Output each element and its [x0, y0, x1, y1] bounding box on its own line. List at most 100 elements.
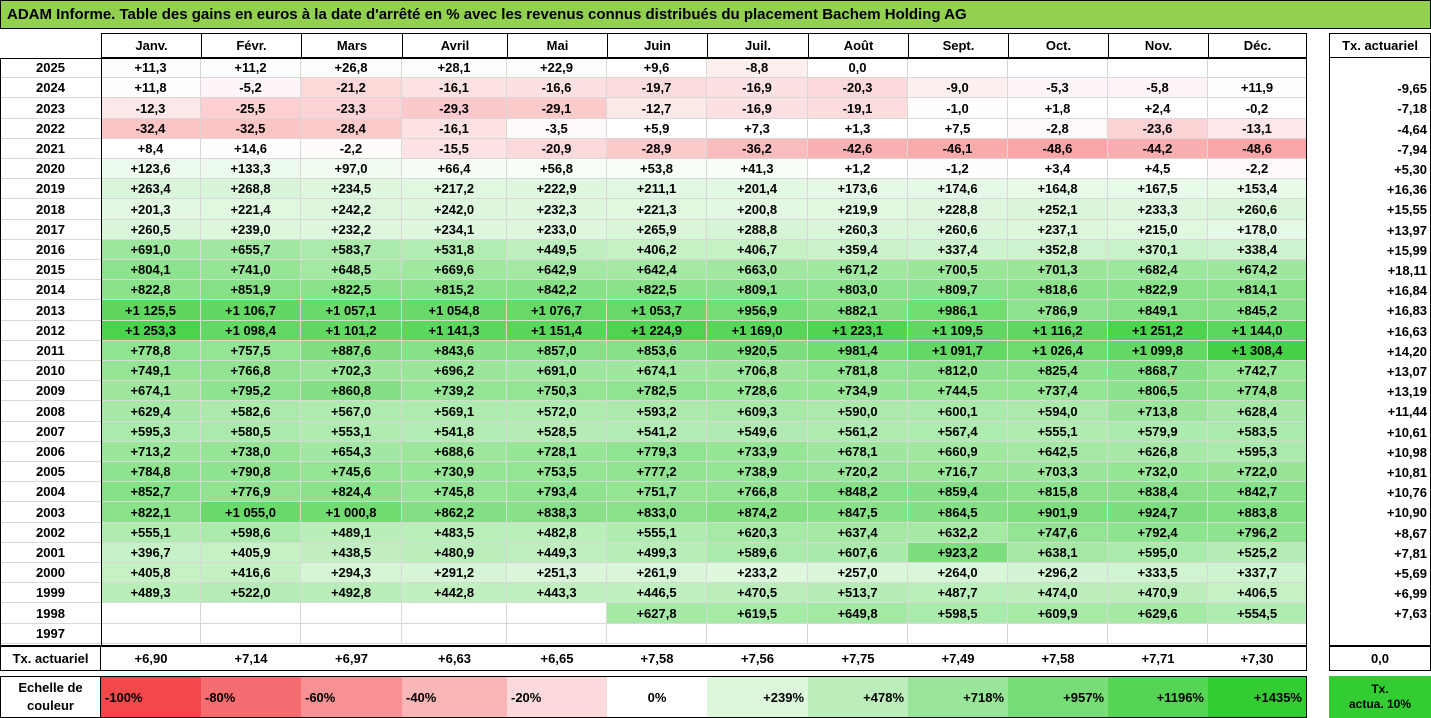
heatmap-cell: -15,5 — [402, 139, 507, 159]
month-header: Janv. — [101, 33, 201, 58]
heatmap-cell: +7,3 — [707, 119, 808, 139]
heatmap-cell: +1 053,7 — [607, 300, 707, 321]
heatmap-cell: +812,0 — [908, 361, 1008, 381]
heatmap-cell: -16,6 — [507, 78, 607, 98]
heatmap-cell: +792,4 — [1108, 523, 1208, 543]
heatmap-cell: +260,6 — [1208, 199, 1307, 220]
legend-swatch: 0% — [607, 676, 707, 718]
heatmap-cell: +260,5 — [101, 220, 201, 240]
heatmap-cell: +242,0 — [402, 199, 507, 220]
heatmap-cell — [101, 624, 201, 644]
heatmap-cell: +815,8 — [1008, 482, 1108, 502]
heatmap-cell: +818,6 — [1008, 280, 1108, 300]
heatmap-cell: +232,3 — [507, 199, 607, 220]
tx-value: +10,76 — [1386, 484, 1427, 500]
heatmap-cell: +638,1 — [1008, 543, 1108, 563]
heatmap-cell: -8,8 — [707, 58, 808, 78]
tx-value: +5,69 — [1394, 565, 1427, 581]
heatmap-cell: +728,6 — [707, 381, 808, 401]
heatmap-cell: +738,0 — [201, 442, 301, 462]
heatmap-cell: +242,2 — [301, 199, 402, 220]
tx-value: +5,30 — [1394, 161, 1427, 177]
heatmap-cell: +674,1 — [607, 361, 707, 381]
heatmap-cell: +370,1 — [1108, 240, 1208, 260]
heatmap-cell: +753,5 — [507, 462, 607, 482]
heatmap-cell: +784,8 — [101, 462, 201, 482]
heatmap-cell: +338,4 — [1208, 240, 1307, 260]
heatmap-cell — [1008, 58, 1108, 78]
heatmap-cell: +842,2 — [507, 280, 607, 300]
heatmap-cell: -12,7 — [607, 98, 707, 119]
heatmap-cell: +22,9 — [507, 58, 607, 78]
heatmap-cell: +862,2 — [402, 502, 507, 523]
heatmap-cell: +851,9 — [201, 280, 301, 300]
heatmap-cell: +1 098,4 — [201, 321, 301, 341]
heatmap-cell: -20,9 — [507, 139, 607, 159]
table-title: ADAM Informe. Table des gains en euros à… — [0, 0, 1431, 29]
heatmap-cell: +237,1 — [1008, 220, 1108, 240]
heatmap-cell — [101, 603, 201, 624]
heatmap-cell: -29,3 — [402, 98, 507, 119]
heatmap-cell: +9,6 — [607, 58, 707, 78]
heatmap-cell: +642,5 — [1008, 442, 1108, 462]
heatmap-cell: +874,2 — [707, 502, 808, 523]
heatmap-cell: +696,2 — [402, 361, 507, 381]
heatmap-cell: +449,3 — [507, 543, 607, 563]
heatmap-cell: +741,0 — [201, 260, 301, 280]
heatmap-cell: +720,2 — [808, 462, 908, 482]
heatmap-cell: +848,2 — [808, 482, 908, 502]
heatmap-cell: +1 224,9 — [607, 321, 707, 341]
heatmap-cell: -0,2 — [1208, 98, 1307, 119]
heatmap-cell: +233,3 — [1108, 199, 1208, 220]
heatmap-cell: +219,9 — [808, 199, 908, 220]
heatmap-cell: +11,2 — [201, 58, 301, 78]
legend-tx-line2: actua. 10% — [1348, 697, 1412, 711]
heatmap-cell: +288,8 — [707, 220, 808, 240]
heatmap-cell: +438,5 — [301, 543, 402, 563]
heatmap-cell: +333,5 — [1108, 563, 1208, 583]
heatmap-cell: +701,3 — [1008, 260, 1108, 280]
heatmap-cell: -32,4 — [101, 119, 201, 139]
heatmap-cell: +1,8 — [1008, 98, 1108, 119]
heatmap-cell: +737,4 — [1008, 381, 1108, 401]
heatmap-cell: +264,0 — [908, 563, 1008, 583]
heatmap-cell: +217,2 — [402, 179, 507, 199]
heatmap-cell: +956,9 — [707, 300, 808, 321]
heatmap-cell: +845,2 — [1208, 300, 1307, 321]
heatmap-cell: +263,4 — [101, 179, 201, 199]
heatmap-cell: +751,7 — [607, 482, 707, 502]
heatmap-cell: +555,1 — [1008, 422, 1108, 442]
footer-value: +7,14 — [201, 646, 301, 671]
month-header: Juil. — [707, 33, 808, 58]
heatmap-cell: +53,8 — [607, 159, 707, 179]
heatmap-cell: +859,4 — [908, 482, 1008, 502]
heatmap-cell: +609,9 — [1008, 603, 1108, 624]
heatmap-cell: +1 076,7 — [507, 300, 607, 321]
heatmap-cell: +786,9 — [1008, 300, 1108, 321]
heatmap-cell: +782,5 — [607, 381, 707, 401]
year-label: 1998 — [0, 603, 101, 624]
heatmap-cell: +766,8 — [707, 482, 808, 502]
heatmap-cell: -19,1 — [808, 98, 908, 119]
footer-value: +6,90 — [101, 646, 201, 671]
heatmap-cell: -16,1 — [402, 78, 507, 98]
heatmap-cell: -32,5 — [201, 119, 301, 139]
heatmap-cell: +337,7 — [1208, 563, 1307, 583]
heatmap-cell — [402, 624, 507, 644]
footer-value: +7,75 — [808, 646, 908, 671]
tx-value: +10,61 — [1386, 424, 1427, 440]
heatmap-cell: +449,5 — [507, 240, 607, 260]
heatmap-cell: +815,2 — [402, 280, 507, 300]
heatmap-cell: +561,2 — [808, 422, 908, 442]
heatmap-cell: +583,7 — [301, 240, 402, 260]
heatmap-cell: +678,1 — [808, 442, 908, 462]
heatmap-cell: +555,1 — [101, 523, 201, 543]
month-header: Août — [808, 33, 908, 58]
heatmap-cell: +607,6 — [808, 543, 908, 563]
heatmap-cell: +41,3 — [707, 159, 808, 179]
heatmap-cell: +2,4 — [1108, 98, 1208, 119]
heatmap-cell: +123,6 — [101, 159, 201, 179]
year-label: 2004 — [0, 482, 101, 502]
tx-value: +18,11 — [1387, 262, 1427, 278]
heatmap-cell — [1208, 624, 1307, 644]
